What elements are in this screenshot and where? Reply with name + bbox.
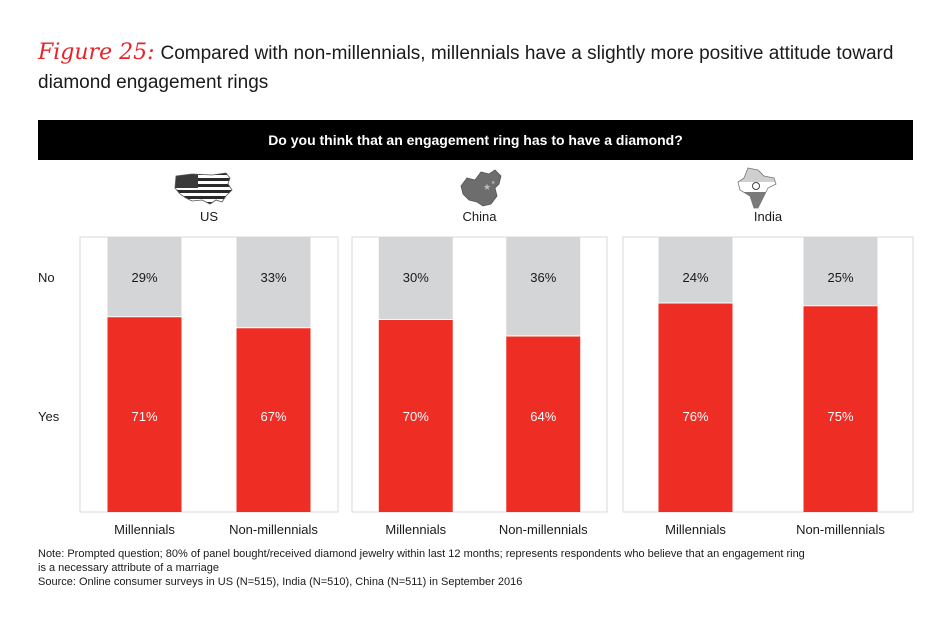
- bar-no-india-non-millennials: [803, 237, 878, 306]
- note-line-1: Note: Prompted question; 80% of panel bo…: [38, 548, 805, 560]
- label-no-us-non-millennials: 33%: [260, 270, 286, 285]
- panel-title-china: China: [463, 209, 498, 224]
- bar-yes-india-non-millennials: [803, 305, 878, 512]
- svg-text:★: ★: [483, 183, 491, 193]
- bar-yes-china-millennials: [378, 319, 453, 512]
- figure-title: Figure 25: Compared with non-millennials,…: [38, 38, 928, 97]
- source-line: Source: Online consumer surveys in US (N…: [38, 576, 523, 588]
- label-no-india-millennials: 24%: [682, 270, 708, 285]
- label-yes-china-millennials: 70%: [403, 409, 429, 424]
- category-china-non-millennials: Non-millennials: [499, 522, 588, 537]
- row-label-yes: Yes: [38, 409, 60, 424]
- label-yes-india-non-millennials: 75%: [827, 409, 853, 424]
- bar-no-china-millennials: [378, 237, 453, 320]
- svg-text:★: ★: [491, 180, 496, 186]
- india-map-flag-icon: [737, 167, 777, 209]
- category-india-non-millennials: Non-millennials: [796, 522, 885, 537]
- bar-no-us-millennials: [107, 237, 182, 317]
- note-line-2: is a necessary attribute of a marriage: [38, 562, 219, 574]
- figure-title-text: Compared with non-millennials, millennia…: [38, 43, 894, 93]
- label-yes-china-non-millennials: 64%: [530, 409, 556, 424]
- row-label-no: No: [38, 270, 55, 285]
- category-china-millennials: Millennials: [385, 522, 446, 537]
- label-no-us-millennials: 29%: [131, 270, 157, 285]
- bar-no-china-non-millennials: [506, 237, 581, 336]
- figure-label: Figure 25:: [38, 40, 155, 65]
- question-banner: Do you think that an engagement ring has…: [38, 120, 913, 160]
- label-no-india-non-millennials: 25%: [827, 270, 853, 285]
- bar-yes-us-millennials: [107, 316, 182, 512]
- category-india-millennials: Millennials: [665, 522, 726, 537]
- bar-yes-china-non-millennials: [506, 336, 581, 512]
- category-us-millennials: Millennials: [114, 522, 175, 537]
- bar-no-us-non-millennials: [236, 237, 311, 328]
- china-map-flag-icon: ★ ★: [460, 169, 502, 207]
- category-us-non-millennials: Non-millennials: [229, 522, 318, 537]
- panel-title-us: US: [200, 209, 218, 224]
- bar-no-india-millennials: [658, 237, 733, 303]
- question-text: Do you think that an engagement ring has…: [268, 132, 683, 148]
- bar-yes-us-non-millennials: [236, 327, 311, 512]
- label-yes-india-millennials: 76%: [682, 409, 708, 424]
- label-no-china-non-millennials: 36%: [530, 270, 556, 285]
- label-yes-us-non-millennials: 67%: [260, 409, 286, 424]
- panel-title-india: India: [754, 209, 783, 224]
- notes-block: Note: Prompted question; 80% of panel bo…: [38, 547, 918, 589]
- us-map-flag-icon: [174, 172, 233, 205]
- label-yes-us-millennials: 71%: [131, 409, 157, 424]
- label-no-china-millennials: 30%: [403, 270, 429, 285]
- bar-yes-india-millennials: [658, 303, 733, 512]
